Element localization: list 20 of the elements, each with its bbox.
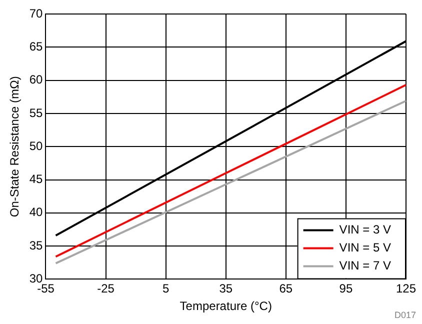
y-tick-label: 60 bbox=[29, 72, 44, 87]
x-tick-label: 95 bbox=[339, 282, 353, 296]
x-tick-label: -25 bbox=[97, 282, 115, 296]
x-tick-label: 125 bbox=[396, 282, 416, 296]
y-tick-label: 50 bbox=[29, 138, 44, 153]
y-tick-label: 45 bbox=[29, 172, 44, 186]
x-tick-label: 35 bbox=[219, 282, 233, 296]
legend-label: VIN = 7 V bbox=[339, 258, 392, 273]
y-tick-label: 40 bbox=[29, 205, 44, 220]
text: D017 bbox=[394, 310, 416, 320]
y-axis-title: On-State Resistance (mΩ) bbox=[8, 76, 22, 218]
x-tick-label: 5 bbox=[162, 282, 170, 296]
x-tick-label: 65 bbox=[279, 282, 293, 296]
y-tick-label: 65 bbox=[29, 39, 44, 54]
y-tick-label: 35 bbox=[29, 238, 44, 252]
y-tick-label: 55 bbox=[29, 106, 44, 120]
legend-label: VIN = 5 V bbox=[339, 240, 392, 255]
legend-label: VIN = 3 V bbox=[339, 222, 392, 237]
y-tick-label: 70 bbox=[29, 6, 44, 20]
x-axis-title: Temperature (°C) bbox=[180, 299, 272, 314]
